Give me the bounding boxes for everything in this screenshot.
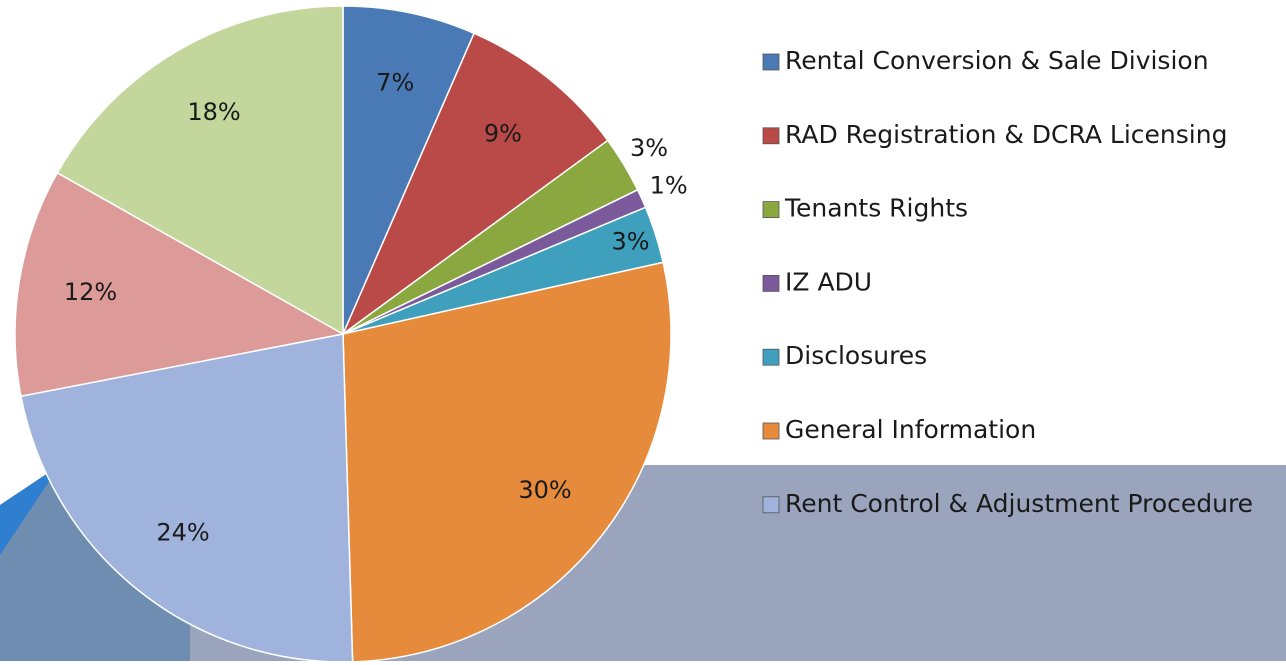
pie: 7%9%3%1%3%30%24%12%18% — [14, 5, 688, 663]
legend-marker — [762, 53, 780, 71]
data-label: 12% — [64, 278, 117, 306]
data-label: 30% — [518, 476, 571, 504]
pie-slice — [341, 32, 609, 337]
pie-slice — [342, 5, 476, 335]
data-label: 18% — [187, 98, 240, 126]
data-label: 24% — [156, 519, 209, 547]
legend-marker — [762, 348, 780, 366]
pie-slice — [20, 333, 354, 663]
legend-label: Tenants Rights — [784, 194, 968, 223]
legend-marker — [762, 496, 780, 514]
legend-label: Disclosures — [785, 341, 927, 370]
data-label: 3% — [630, 134, 668, 162]
data-label: 3% — [611, 227, 649, 255]
legend-marker — [762, 274, 780, 292]
background-triangle — [0, 465, 60, 555]
legend-label: IZ ADU — [785, 267, 872, 296]
legend-label: Rental Conversion & Sale Division — [785, 46, 1209, 75]
data-label: 7% — [376, 69, 414, 97]
legend-label: RAD Registration & DCRA Licensing — [785, 120, 1227, 149]
legend-marker — [762, 127, 780, 145]
pie-slice — [14, 171, 346, 398]
data-label: 9% — [484, 119, 522, 147]
pie-slice — [342, 261, 672, 663]
legend: Rental Conversion & Sale Division RAD Reg… — [762, 46, 1253, 518]
legend-label: Rent Control & Adjustment Procedure — [785, 489, 1253, 518]
legend-label: General Information — [785, 415, 1036, 444]
legend-marker — [762, 201, 780, 219]
legend-marker — [762, 422, 780, 440]
data-label: 1% — [650, 171, 688, 199]
pie-slice — [56, 5, 344, 336]
